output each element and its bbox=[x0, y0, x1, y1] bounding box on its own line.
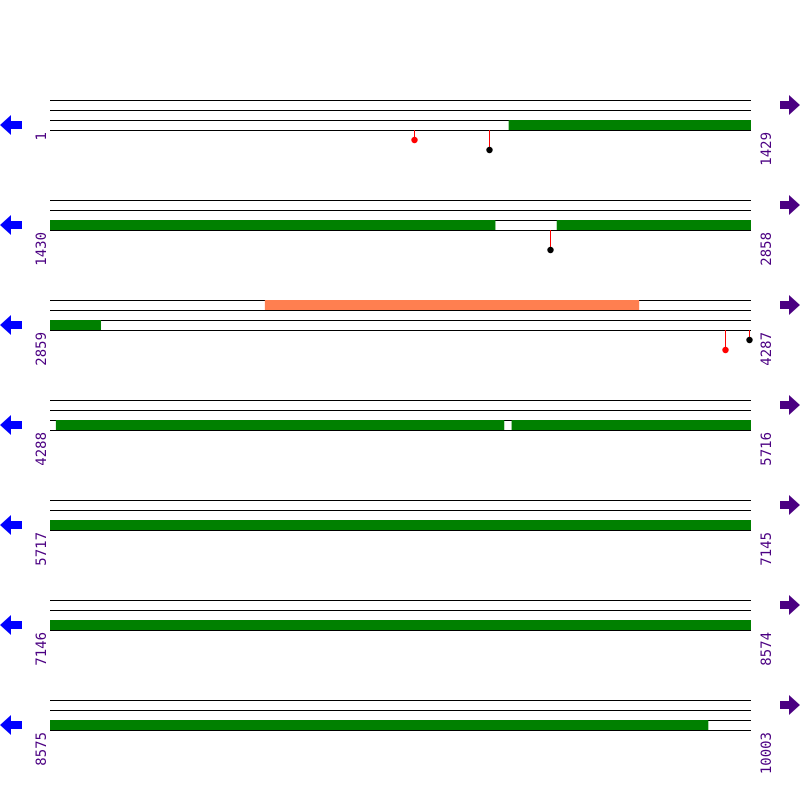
start-position-label: 1 bbox=[34, 132, 50, 140]
arrow-right-icon[interactable] bbox=[780, 95, 800, 115]
marker-dot bbox=[486, 146, 493, 154]
sequence-row: 1 1429 bbox=[0, 95, 800, 166]
sequence-row: 2859 4287 bbox=[0, 295, 800, 366]
chain-bar bbox=[50, 220, 496, 230]
chain-bar bbox=[511, 420, 751, 430]
arrow-right-icon[interactable] bbox=[780, 695, 800, 715]
chain-bar bbox=[50, 620, 751, 630]
start-position-label: 5717 bbox=[34, 532, 50, 566]
end-position-label: 8574 bbox=[759, 632, 775, 666]
marker-dot bbox=[722, 346, 729, 354]
chain-bar bbox=[50, 320, 102, 330]
arrow-left-icon[interactable] bbox=[0, 615, 22, 635]
start-position-label: 4288 bbox=[34, 432, 50, 466]
end-position-label: 7145 bbox=[759, 532, 775, 566]
chain-bar bbox=[55, 420, 505, 430]
sequence-row: 5717 7145 bbox=[0, 495, 800, 566]
arrow-right-icon[interactable] bbox=[780, 395, 800, 415]
arrow-right-icon[interactable] bbox=[780, 295, 800, 315]
chain-bar bbox=[556, 220, 751, 230]
end-position-label: 10003 bbox=[759, 732, 775, 774]
chain-bar bbox=[50, 520, 751, 530]
chain-bar bbox=[50, 720, 709, 730]
sequence-row: 7146 8574 bbox=[0, 595, 800, 666]
end-position-label: 1429 bbox=[759, 132, 775, 166]
arrow-right-icon[interactable] bbox=[780, 495, 800, 515]
sequence-row: 4288 5716 bbox=[0, 395, 800, 466]
arrow-left-icon[interactable] bbox=[0, 715, 22, 735]
arrow-left-icon[interactable] bbox=[0, 215, 22, 235]
arrow-right-icon[interactable] bbox=[780, 195, 800, 215]
sequence-row: 1430 2858 bbox=[0, 195, 800, 266]
arrow-left-icon[interactable] bbox=[0, 115, 22, 135]
arrow-left-icon[interactable] bbox=[0, 515, 22, 535]
arrow-left-icon[interactable] bbox=[0, 415, 22, 435]
start-position-label: 2859 bbox=[34, 332, 50, 366]
marker-dot bbox=[746, 336, 753, 344]
start-position-label: 7146 bbox=[34, 632, 50, 666]
region-bar bbox=[264, 300, 640, 310]
start-position-label: 8575 bbox=[34, 732, 50, 766]
arrow-left-icon[interactable] bbox=[0, 315, 22, 335]
sequence-row: 8575 10003 bbox=[0, 695, 800, 774]
end-position-label: 2858 bbox=[759, 232, 775, 266]
start-position-label: 1430 bbox=[34, 232, 50, 266]
marker-dot bbox=[411, 136, 418, 144]
end-position-label: 4287 bbox=[759, 332, 775, 366]
arrow-right-icon[interactable] bbox=[780, 595, 800, 615]
marker-dot bbox=[547, 246, 554, 254]
chain-bar bbox=[508, 120, 751, 130]
end-position-label: 5716 bbox=[759, 432, 775, 466]
